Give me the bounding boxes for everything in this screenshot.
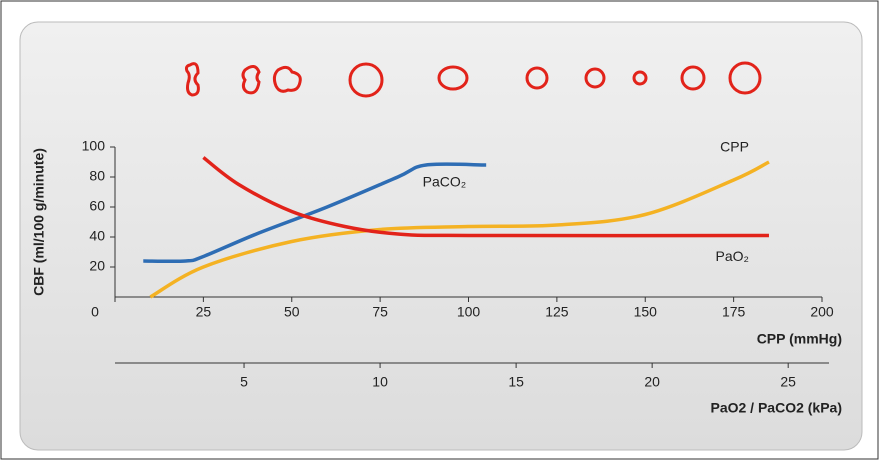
series-label: PaCO₂ bbox=[423, 174, 467, 190]
x2-tick-label: 5 bbox=[240, 374, 248, 390]
series-line bbox=[149, 160, 770, 299]
y-tick-label: 20 bbox=[89, 258, 105, 274]
x2-tick-label: 15 bbox=[508, 374, 524, 390]
x-tick-label: 150 bbox=[634, 304, 658, 320]
x2-tick-label: 20 bbox=[644, 374, 660, 390]
vessels bbox=[184, 61, 762, 98]
y-tick-label: 100 bbox=[82, 138, 106, 154]
series-label: PaO₂ bbox=[716, 248, 749, 264]
y-axis-label: CBF (ml/100 g/minute) bbox=[31, 148, 47, 296]
x2-tick-label: 10 bbox=[372, 374, 388, 390]
x-axis-label: CPP (mmHg) bbox=[757, 331, 842, 347]
x-tick-label: 175 bbox=[722, 304, 746, 320]
series-line bbox=[202, 156, 769, 238]
x-tick-label: 25 bbox=[196, 304, 212, 320]
x-tick-label: 200 bbox=[810, 304, 834, 320]
series-label: CPP bbox=[720, 139, 749, 155]
x-tick-label: 50 bbox=[284, 304, 300, 320]
x2-tick-label: 25 bbox=[780, 374, 796, 390]
x2-axis-label: PaO2 / PaCO2 (kPa) bbox=[710, 400, 842, 416]
y-tick-label: 40 bbox=[89, 228, 105, 244]
y-tick-label: 60 bbox=[89, 198, 105, 214]
x-tick-label: 0 bbox=[91, 304, 99, 320]
y-tick-label: 80 bbox=[89, 168, 105, 184]
x-tick-label: 100 bbox=[457, 304, 481, 320]
x-tick-label: 125 bbox=[545, 304, 569, 320]
x-tick-label: 75 bbox=[372, 304, 388, 320]
series-line bbox=[143, 162, 487, 264]
